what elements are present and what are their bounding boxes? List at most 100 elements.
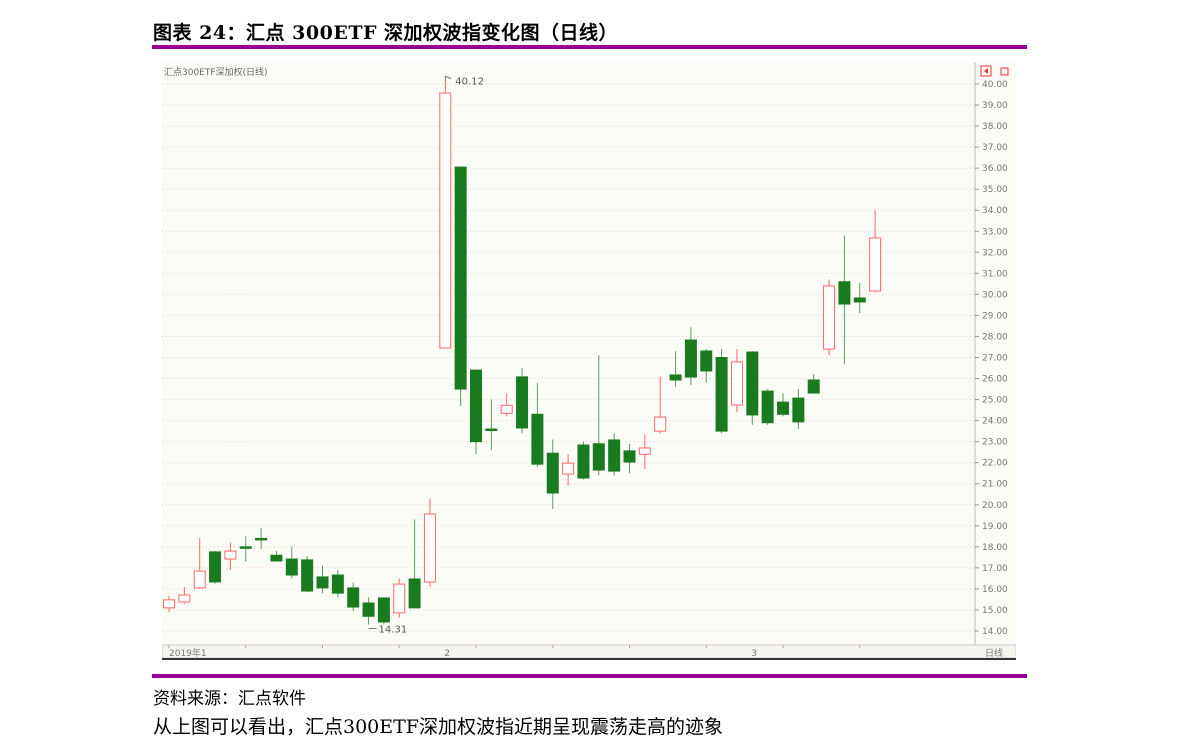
y-tick-label: 29.00 (982, 311, 1008, 321)
candle (470, 369, 482, 455)
candle (730, 349, 743, 413)
candle (700, 349, 713, 383)
y-tick-label: 15.00 (982, 606, 1008, 616)
candle-body (853, 297, 866, 303)
y-tick-label: 38.00 (982, 122, 1008, 132)
candle (408, 519, 421, 609)
x-axis-bar (162, 644, 1016, 659)
candle (347, 582, 360, 612)
candle-body (546, 452, 559, 494)
y-tick-label: 40.00 (982, 80, 1008, 90)
candle-body (577, 444, 590, 479)
candle-body (562, 462, 575, 475)
candle-body (454, 166, 467, 390)
candle-body (869, 237, 882, 292)
candle-body (393, 583, 406, 614)
candle (377, 597, 390, 625)
y-tick-label: 37.00 (982, 143, 1008, 153)
candle-body (255, 537, 268, 541)
candle (239, 536, 252, 562)
candle-body (592, 443, 605, 471)
candle-body (316, 576, 329, 589)
candle-body (761, 390, 774, 424)
candle (546, 439, 559, 509)
candle (270, 551, 283, 562)
candle-body (500, 404, 513, 414)
candle-body (669, 374, 682, 381)
candle (301, 556, 314, 593)
candle (638, 434, 651, 470)
candle-body (163, 599, 175, 609)
candle-body (347, 587, 360, 608)
period-label: 日线 (985, 647, 1003, 659)
candle (500, 393, 513, 417)
candle-body (608, 439, 621, 472)
y-tick-label: 20.00 (982, 501, 1008, 511)
candle-body (623, 450, 636, 463)
candle (807, 374, 820, 394)
candle-body (638, 447, 651, 455)
candle (777, 393, 789, 417)
x-tick-label: 2019年1 (169, 647, 207, 659)
candle (577, 441, 590, 480)
candle (316, 565, 329, 594)
y-tick-label: 34.00 (982, 206, 1008, 216)
source-rule (152, 674, 1027, 678)
candle (454, 166, 467, 406)
y-tick-label: 19.00 (982, 522, 1008, 532)
y-tick-label: 24.00 (982, 417, 1008, 427)
candle-body (715, 357, 728, 432)
y-tick-label: 27.00 (982, 354, 1008, 364)
high-annotation: 40.12 (455, 76, 484, 87)
candle-body (193, 570, 206, 589)
y-tick-label: 25.00 (982, 396, 1008, 406)
candle-body (239, 546, 252, 549)
candle-body (270, 554, 283, 562)
candle-body (362, 602, 375, 617)
candle-body (777, 401, 789, 415)
figure-title: 图表 24：汇点 300ETF 深加权波指变化图（日线） (153, 22, 619, 44)
x-tick-label: 3 (751, 649, 757, 659)
candle-body (331, 574, 344, 594)
candle-body (408, 578, 421, 609)
y-tick-label: 33.00 (982, 227, 1008, 237)
body-paragraph: 从上图可以看出，汇点300ETF深加权波指近期呈现震荡走高的迹象 (153, 716, 723, 738)
candle (423, 498, 436, 587)
y-tick-label: 26.00 (982, 375, 1008, 385)
candle-body (209, 551, 222, 583)
candle (838, 235, 851, 364)
y-tick-label: 30.00 (982, 290, 1008, 300)
candle (331, 569, 344, 598)
candle (224, 542, 237, 570)
candle-body (730, 361, 743, 406)
collapse-icon[interactable] (980, 65, 992, 77)
candle-body (377, 597, 390, 623)
candle (439, 81, 452, 349)
y-tick-label: 28.00 (982, 332, 1008, 342)
candle (761, 389, 774, 425)
candle (746, 351, 759, 425)
candle (715, 349, 728, 434)
candle (255, 527, 268, 549)
candle-body (485, 428, 498, 432)
restore-icon[interactable] (1000, 67, 1009, 76)
toolbar-icons[interactable] (980, 65, 1009, 77)
annotation-pointer (444, 75, 452, 82)
candle-body (531, 413, 544, 465)
candle (823, 279, 836, 356)
candle-body (654, 416, 667, 432)
y-tick-label: 14.00 (982, 627, 1008, 637)
candle-body (439, 92, 452, 349)
y-tick-label: 22.00 (982, 459, 1008, 469)
y-tick-label: 18.00 (982, 543, 1008, 553)
candle (516, 368, 529, 434)
y-tick-label: 17.00 (982, 564, 1008, 574)
y-tick-label: 21.00 (982, 480, 1008, 490)
candle (853, 282, 866, 314)
candle (163, 595, 175, 613)
y-tick-label: 39.00 (982, 101, 1008, 111)
candle (362, 597, 375, 625)
low-annotation: 14.31 (379, 624, 408, 635)
candle (193, 538, 206, 589)
chart-title: 汇点300ETF深加权(日线) (164, 66, 268, 78)
